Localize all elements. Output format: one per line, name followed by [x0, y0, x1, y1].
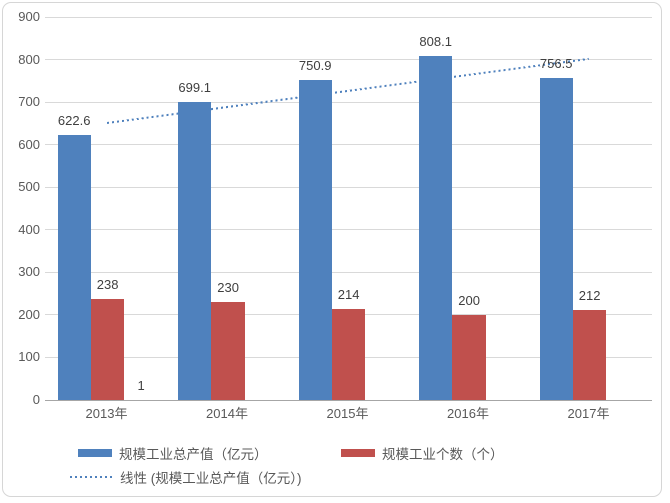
x-axis-line — [45, 399, 652, 401]
data-label-enterprise-count-2017年: 212 — [578, 287, 601, 303]
legend-swatch-red — [341, 449, 375, 457]
bar-enterprise-count-2014年 — [211, 302, 245, 400]
data-label-enterprise-count-2013年: 238 — [96, 276, 119, 292]
y-axis-tick-800: 800 — [18, 51, 40, 67]
legend-label-enterprise-count: 规模工业个数（个） — [382, 447, 504, 462]
data-label-enterprise-count-2014年: 230 — [217, 280, 239, 296]
data-label-total-output-2014年: 699.1 — [178, 80, 211, 96]
gridline-400 — [45, 229, 652, 231]
bar-total-output-2016年 — [419, 56, 453, 400]
x-axis-tick-2016年: 2016年 — [447, 406, 489, 421]
data-label-total-output-2016年: 808.1 — [419, 34, 452, 50]
bar-total-output-2014年 — [178, 102, 212, 400]
y-axis-tick-600: 600 — [18, 136, 40, 152]
bar-total-output-2013年 — [57, 135, 91, 400]
annotation-label-1: 1 — [137, 377, 145, 393]
gridline-600 — [45, 144, 652, 146]
gridline-500 — [45, 186, 652, 188]
gridline-800 — [45, 59, 652, 61]
legend-swatch-blue — [78, 449, 112, 457]
bar-enterprise-count-2016年 — [452, 314, 486, 400]
bar-enterprise-count-2015年 — [331, 308, 366, 400]
y-axis-tick-200: 200 — [18, 306, 40, 322]
bar-total-output-2015年 — [298, 80, 332, 400]
data-label-total-output-2013年: 622.6 — [57, 113, 91, 129]
y-axis-tick-500: 500 — [18, 179, 40, 195]
gridline-300 — [45, 271, 652, 273]
y-axis-tick-900: 900 — [18, 9, 40, 24]
x-axis-tick-2014年: 2014年 — [206, 406, 248, 421]
x-axis-tick-2017年: 2017年 — [567, 406, 610, 421]
data-label-total-output-2015年: 750.9 — [298, 58, 332, 74]
legend-item-trendline: 线性 (规模工业总产值（亿元）) — [70, 469, 302, 486]
legend-label-total-output: 规模工业总产值（亿元） — [119, 447, 268, 462]
bar-enterprise-count-2017年 — [572, 309, 607, 400]
gridline-700 — [45, 101, 652, 103]
bar-enterprise-count-2013年 — [90, 298, 125, 400]
y-axis-tick-100: 100 — [18, 349, 40, 365]
data-label-enterprise-count-2015年: 214 — [337, 286, 360, 302]
bar-total-output-2017年 — [539, 78, 573, 400]
x-axis-tick-2015年: 2015年 — [326, 406, 369, 421]
y-axis-tick-300: 300 — [18, 264, 40, 280]
y-axis-tick-700: 700 — [18, 94, 40, 110]
legend-label-trendline: 线性 (规模工业总产值（亿元）) — [120, 471, 302, 486]
data-label-total-output-2017年: 756.5 — [539, 56, 573, 72]
y-axis-tick-400: 400 — [18, 221, 40, 237]
legend-item-total-output: 规模工业总产值（亿元） — [78, 445, 268, 462]
legend-item-enterprise-count: 规模工业个数（个） — [341, 445, 504, 462]
x-axis-tick-2013年: 2013年 — [85, 406, 128, 421]
data-label-enterprise-count-2016年: 200 — [458, 292, 480, 308]
gridline-900 — [45, 16, 652, 18]
legend-swatch-dotted-line — [70, 476, 113, 478]
y-axis-tick-0: 0 — [32, 392, 40, 407]
